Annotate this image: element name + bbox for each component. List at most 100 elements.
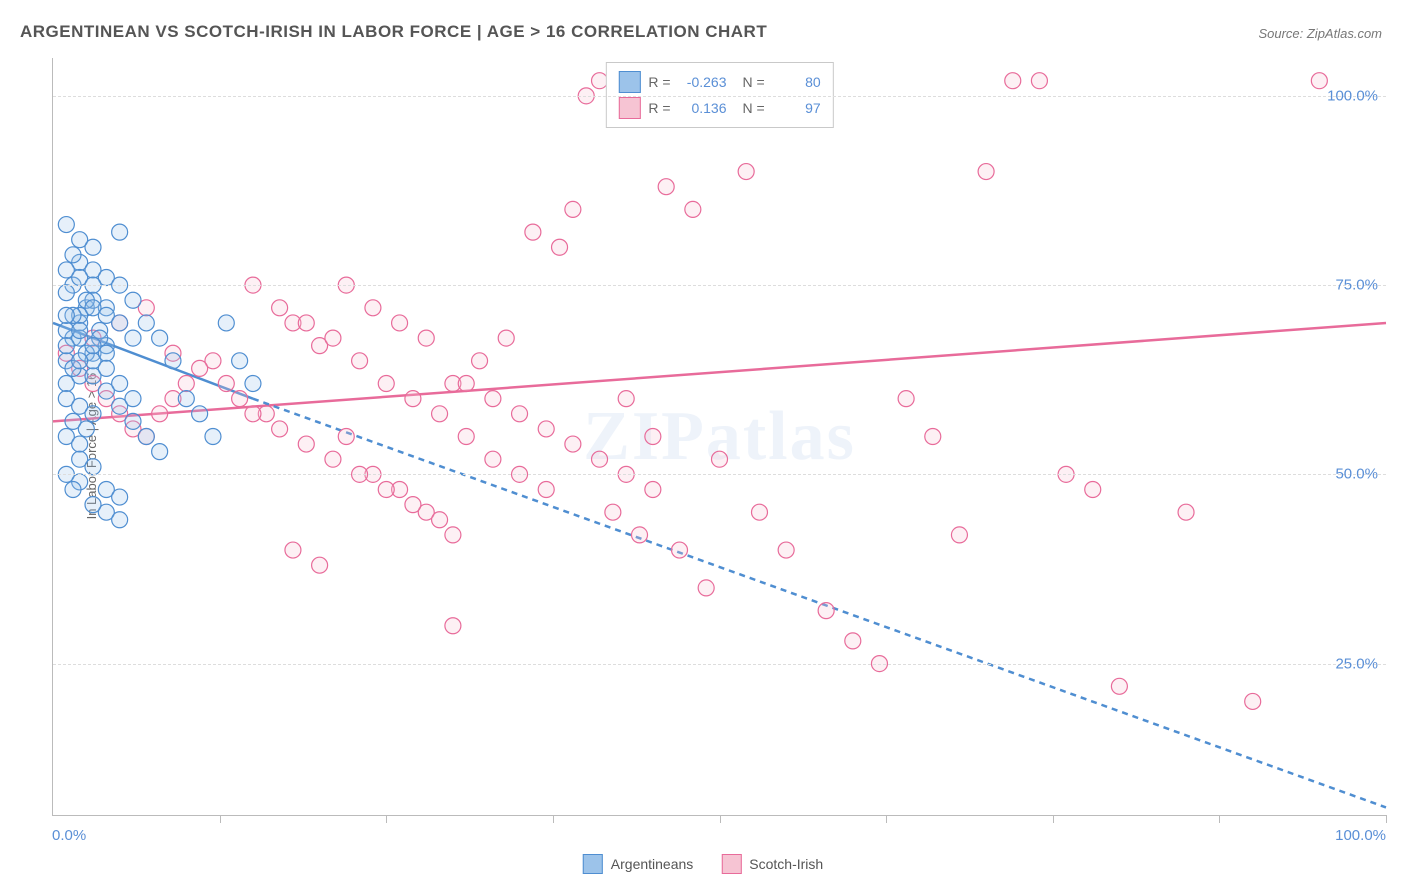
stats-row-scotch-irish: R = 0.136 N = 97 (618, 95, 820, 121)
stat-r-scotch-irish: 0.136 (679, 100, 727, 116)
point-scotch-irish (672, 542, 688, 558)
legend-swatch-scotch-irish (721, 854, 741, 874)
point-scotch-irish (445, 527, 461, 543)
point-argentineans (218, 315, 234, 331)
point-scotch-irish (458, 429, 474, 445)
point-argentineans (78, 421, 94, 437)
point-argentineans (192, 406, 208, 422)
point-scotch-irish (178, 376, 194, 392)
point-argentineans (72, 232, 88, 248)
x-tick (1219, 815, 1220, 823)
point-scotch-irish (485, 451, 501, 467)
point-scotch-irish (298, 436, 314, 452)
x-tick (886, 815, 887, 823)
point-scotch-irish (618, 391, 634, 407)
point-scotch-irish (1245, 693, 1261, 709)
legend-item-scotch-irish: Scotch-Irish (721, 854, 823, 874)
point-scotch-irish (565, 436, 581, 452)
point-scotch-irish (645, 429, 661, 445)
x-tick (553, 815, 554, 823)
stat-label-n: N = (743, 74, 765, 90)
point-argentineans (205, 429, 221, 445)
point-argentineans (85, 406, 101, 422)
legend-bottom: Argentineans Scotch-Irish (583, 854, 823, 874)
point-scotch-irish (352, 353, 368, 369)
point-scotch-irish (405, 497, 421, 513)
point-scotch-irish (712, 451, 728, 467)
point-scotch-irish (312, 557, 328, 573)
point-scotch-irish (378, 481, 394, 497)
point-scotch-irish (1311, 73, 1327, 89)
x-tick (220, 815, 221, 823)
point-scotch-irish (658, 179, 674, 195)
point-scotch-irish (565, 201, 581, 217)
point-scotch-irish (432, 406, 448, 422)
point-scotch-irish (951, 527, 967, 543)
stat-n-argentineans: 80 (773, 74, 821, 90)
stat-label-r: R = (648, 74, 670, 90)
point-scotch-irish (378, 376, 394, 392)
gridline-h (53, 664, 1386, 665)
point-scotch-irish (751, 504, 767, 520)
legend-item-argentineans: Argentineans (583, 854, 694, 874)
source-attribution: Source: ZipAtlas.com (1258, 26, 1382, 41)
point-scotch-irish (218, 376, 234, 392)
point-argentineans (152, 444, 168, 460)
point-scotch-irish (152, 406, 168, 422)
point-scotch-irish (1005, 73, 1021, 89)
point-argentineans (112, 512, 128, 528)
point-argentineans (112, 315, 128, 331)
point-scotch-irish (778, 542, 794, 558)
point-argentineans (58, 338, 74, 354)
point-argentineans (85, 459, 101, 475)
point-scotch-irish (458, 376, 474, 392)
y-tick-label: 50.0% (1335, 466, 1378, 483)
stats-row-argentineans: R = -0.263 N = 80 (618, 69, 820, 95)
point-scotch-irish (1085, 481, 1101, 497)
point-argentineans (232, 353, 248, 369)
point-scotch-irish (538, 481, 554, 497)
stat-label-r: R = (648, 100, 670, 116)
y-tick-label: 100.0% (1327, 87, 1378, 104)
x-tick (386, 815, 387, 823)
point-scotch-irish (325, 451, 341, 467)
point-argentineans (138, 429, 154, 445)
point-scotch-irish (1031, 73, 1047, 89)
point-scotch-irish (512, 406, 528, 422)
point-scotch-irish (272, 300, 288, 316)
point-scotch-irish (1178, 504, 1194, 520)
point-argentineans (72, 323, 88, 339)
point-scotch-irish (445, 618, 461, 634)
legend-label-argentineans: Argentineans (611, 856, 694, 872)
point-scotch-irish (432, 512, 448, 528)
point-scotch-irish (285, 542, 301, 558)
point-scotch-irish (325, 330, 341, 346)
plot-area: ZIPatlas R = -0.263 N = 80 R = 0.136 N =… (52, 58, 1386, 816)
swatch-argentineans (618, 71, 640, 93)
scatter-points-layer (53, 58, 1386, 815)
point-scotch-irish (538, 421, 554, 437)
legend-swatch-argentineans (583, 854, 603, 874)
point-scotch-irish (232, 391, 248, 407)
gridline-h (53, 96, 1386, 97)
gridline-h (53, 285, 1386, 286)
point-argentineans (245, 376, 261, 392)
point-argentineans (125, 330, 141, 346)
point-scotch-irish (898, 391, 914, 407)
point-scotch-irish (365, 300, 381, 316)
point-scotch-irish (298, 315, 314, 331)
point-scotch-irish (192, 360, 208, 376)
point-argentineans (58, 217, 74, 233)
stat-r-argentineans: -0.263 (679, 74, 727, 90)
point-scotch-irish (925, 429, 941, 445)
legend-label-scotch-irish: Scotch-Irish (749, 856, 823, 872)
point-argentineans (65, 481, 81, 497)
point-argentineans (58, 307, 74, 323)
point-argentineans (65, 247, 81, 263)
point-scotch-irish (338, 429, 354, 445)
point-scotch-irish (552, 239, 568, 255)
point-scotch-irish (525, 224, 541, 240)
point-scotch-irish (592, 451, 608, 467)
point-scotch-irish (685, 201, 701, 217)
point-scotch-irish (472, 353, 488, 369)
